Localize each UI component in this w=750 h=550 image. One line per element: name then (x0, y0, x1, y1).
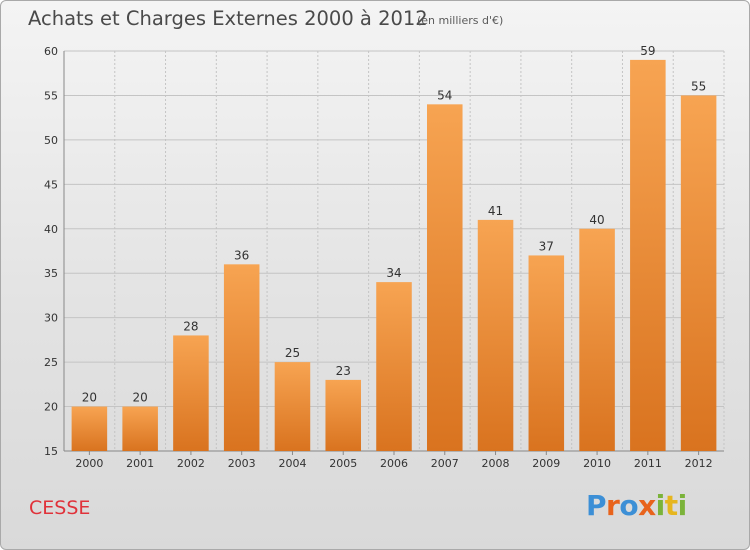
bar[interactable] (71, 406, 108, 451)
bar[interactable] (274, 362, 311, 451)
y-tick-label: 30 (44, 312, 58, 325)
x-tick-label: 2009 (532, 457, 560, 470)
x-tick-label: 2005 (329, 457, 357, 470)
y-tick-label: 40 (44, 223, 58, 236)
bar-value-label: 40 (589, 213, 604, 227)
bar[interactable] (122, 406, 158, 451)
bar[interactable] (477, 219, 514, 451)
x-tick-label: 2008 (482, 457, 510, 470)
bar[interactable] (579, 228, 615, 451)
y-tick-label: 60 (44, 45, 58, 58)
bar[interactable] (427, 104, 463, 451)
y-tick-label: 35 (44, 267, 58, 280)
bar-value-label: 23 (336, 364, 351, 378)
x-tick-label: 2004 (278, 457, 306, 470)
y-tick-label: 55 (44, 89, 58, 102)
bar-value-label: 20 (82, 391, 97, 405)
bar-value-label: 41 (488, 204, 503, 218)
y-tick-label: 45 (44, 178, 58, 191)
chart-title: Achats et Charges Externes 2000 à 2012 (28, 7, 428, 30)
x-tick-label: 2000 (75, 457, 103, 470)
logo-letter: t (664, 489, 678, 522)
commune-name: CESSE (29, 497, 91, 519)
logo-letter: P (586, 489, 607, 522)
x-tick-label: 2007 (431, 457, 459, 470)
label-layer: 20 20 28 36 25 23 34 54 41 37 40 59 55 (82, 44, 707, 405)
logo-letter: r (606, 489, 620, 522)
bar-value-label: 25 (285, 346, 300, 360)
y-tick-label: 25 (44, 356, 58, 369)
logo-letter: i (677, 489, 688, 522)
y-tick-label: 50 (44, 134, 58, 147)
bar[interactable] (376, 282, 412, 451)
logo-letter: i (655, 489, 666, 522)
bar-value-label: 54 (437, 88, 452, 102)
bar-value-label: 55 (691, 79, 706, 93)
x-tick-label: 2001 (126, 457, 154, 470)
bar-layer (71, 59, 717, 452)
x-tick-label: 2011 (634, 457, 662, 470)
bar[interactable] (630, 59, 666, 452)
proxiti-logo[interactable]: Proxiti (586, 489, 687, 522)
bar[interactable] (325, 379, 361, 451)
chart-subtitle: (en milliers d'€) (417, 14, 504, 27)
y-tick-label: 15 (44, 445, 58, 458)
bar[interactable] (173, 335, 209, 451)
logo-letter: x (638, 489, 656, 522)
bar[interactable] (528, 255, 565, 451)
bar-value-label: 20 (133, 391, 148, 405)
bar-value-label: 37 (539, 239, 554, 253)
bar[interactable] (223, 264, 260, 451)
x-tick-label: 2002 (177, 457, 205, 470)
bar-value-label: 28 (183, 319, 198, 333)
bar[interactable] (680, 95, 717, 451)
bar-value-label: 34 (386, 266, 401, 280)
x-tick-label: 2010 (583, 457, 611, 470)
logo-letter: o (619, 489, 639, 522)
x-tick-label: 2012 (685, 457, 713, 470)
bar-value-label: 36 (234, 248, 249, 262)
x-tick-label: 2006 (380, 457, 408, 470)
x-tick-label: 2003 (228, 457, 256, 470)
y-tick-label: 20 (44, 401, 58, 414)
bar-value-label: 59 (640, 44, 655, 58)
